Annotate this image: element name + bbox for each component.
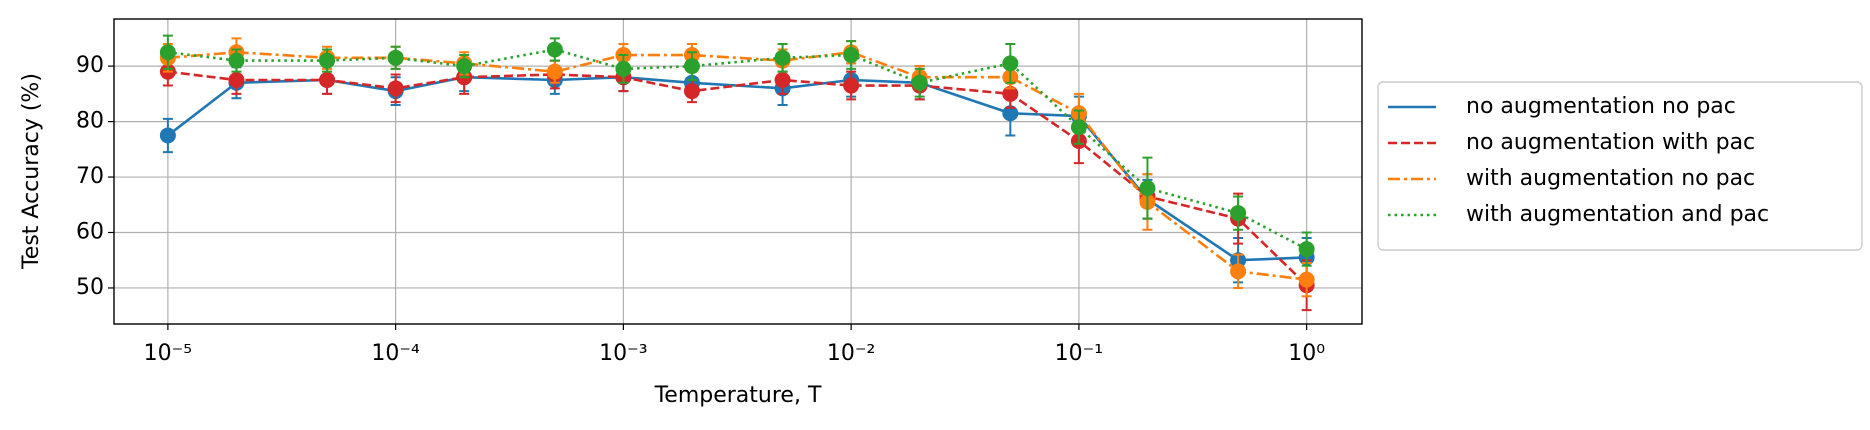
marker xyxy=(1230,205,1247,222)
marker xyxy=(387,80,404,97)
plot-frame xyxy=(113,18,1363,325)
y-tick-label: 50 xyxy=(76,275,104,300)
marker xyxy=(683,58,700,75)
x-tick-label: 10⁻¹ xyxy=(1055,341,1103,366)
marker xyxy=(546,41,563,58)
marker xyxy=(1230,263,1247,280)
marker xyxy=(1002,105,1019,122)
legend-label: no augmentation no pac xyxy=(1466,94,1736,119)
marker xyxy=(319,72,336,88)
marker xyxy=(1070,119,1087,136)
marker xyxy=(843,77,860,94)
x-tick-label: 10⁰ xyxy=(1288,341,1325,366)
y-tick-label: 60 xyxy=(76,220,104,245)
marker xyxy=(1298,271,1315,288)
marker xyxy=(387,49,404,66)
marker xyxy=(911,74,928,91)
y-axis-label: Test Accuracy (%) xyxy=(19,73,44,270)
marker xyxy=(159,127,176,144)
series-line xyxy=(167,70,1308,287)
marker xyxy=(456,58,473,75)
marker xyxy=(774,72,791,88)
marker xyxy=(615,60,632,77)
legend-label: with augmentation no pac xyxy=(1466,166,1755,191)
legend-label: with augmentation and pac xyxy=(1466,202,1769,227)
series xyxy=(159,34,1315,267)
marker xyxy=(1298,241,1315,258)
marker xyxy=(228,72,245,88)
marker xyxy=(683,83,700,100)
marker xyxy=(1139,180,1156,197)
marker xyxy=(1002,85,1019,102)
x-tick-label: 10⁻⁴ xyxy=(371,341,420,366)
marker xyxy=(546,63,563,80)
marker xyxy=(228,52,245,69)
marker xyxy=(843,47,860,64)
marker xyxy=(319,52,336,69)
x-tick-label: 10⁻² xyxy=(827,341,875,366)
legend-label: no augmentation with pac xyxy=(1466,130,1755,155)
marker xyxy=(1002,55,1019,72)
legend-box xyxy=(1377,81,1863,251)
series-line xyxy=(167,48,1308,251)
marker xyxy=(774,49,791,66)
x-tick-label: 10⁻⁵ xyxy=(144,341,192,366)
series xyxy=(159,62,1315,284)
marker xyxy=(159,44,176,61)
x-tick-label: 10⁻³ xyxy=(599,341,647,366)
y-tick-label: 90 xyxy=(76,53,104,78)
x-axis-label: Temperature, T xyxy=(654,383,822,408)
y-tick-label: 80 xyxy=(76,109,104,134)
y-tick-label: 70 xyxy=(76,164,104,189)
